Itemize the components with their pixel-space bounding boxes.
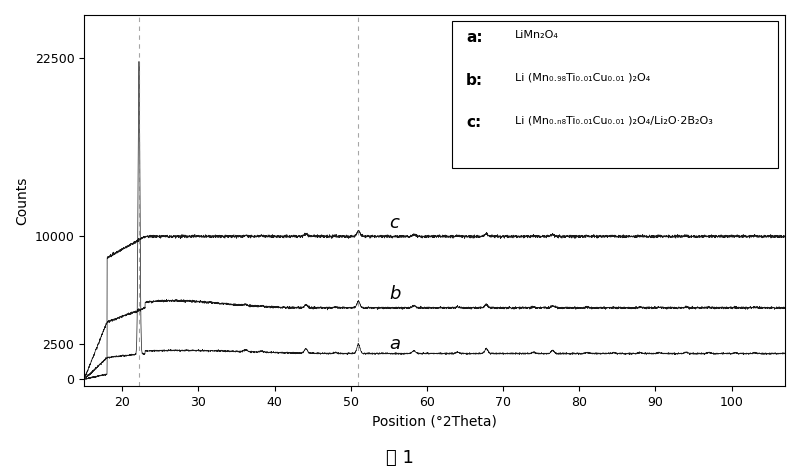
Text: 图 1: 图 1 <box>386 448 414 466</box>
Text: b: b <box>389 285 400 303</box>
Text: Li (Mn₀.₉₈Ti₀.₀₁Cu₀.₀₁ )₂O₄: Li (Mn₀.₉₈Ti₀.₀₁Cu₀.₀₁ )₂O₄ <box>515 73 650 83</box>
X-axis label: Position (°2Theta): Position (°2Theta) <box>372 415 497 429</box>
Y-axis label: Counts: Counts <box>15 177 29 225</box>
Text: c:: c: <box>466 115 482 130</box>
Text: Li (Mn₀.ₙ₈Ti₀.₀₁Cu₀.₀₁ )₂O₄/Li₂O·2B₂O₃: Li (Mn₀.ₙ₈Ti₀.₀₁Cu₀.₀₁ )₂O₄/Li₂O·2B₂O₃ <box>515 115 713 125</box>
Text: a: a <box>389 335 400 353</box>
Text: c: c <box>389 214 398 232</box>
Text: LiMn₂O₄: LiMn₂O₄ <box>515 30 559 40</box>
FancyBboxPatch shape <box>452 21 778 169</box>
Text: a:: a: <box>466 30 482 45</box>
Text: b:: b: <box>466 73 483 88</box>
